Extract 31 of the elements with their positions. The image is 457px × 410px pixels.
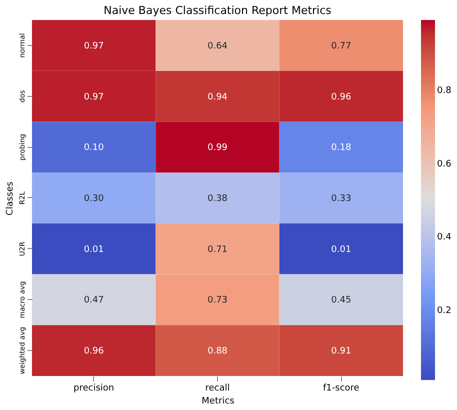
chart-title: Naive Bayes Classification Report Metrics — [104, 4, 332, 17]
data-label: 0.30 — [84, 194, 104, 204]
data-label: 0.88 — [207, 346, 228, 357]
data-label: 0.96 — [331, 92, 352, 102]
data-label: 0.99 — [207, 143, 228, 154]
y-axis-title: Classes — [6, 181, 16, 216]
data-label: 0.64 — [207, 41, 228, 52]
data-label: 0.77 — [331, 41, 352, 52]
data-label: 0.97 — [84, 41, 104, 52]
data-label: 0.91 — [331, 346, 352, 357]
x-axis-title: Metrics — [202, 396, 235, 406]
color-bar-label: 0.8 — [437, 86, 452, 96]
color-bar-label: 0.2 — [437, 306, 452, 316]
data-label: 0.71 — [207, 244, 228, 255]
data-label: 0.33 — [331, 194, 352, 204]
data-label: 0.96 — [84, 346, 104, 357]
data-label: 0.01 — [84, 244, 104, 255]
color-bar-label: 0.4 — [437, 232, 452, 243]
data-label: 0.18 — [331, 143, 352, 154]
x-tick-label: f1-score — [323, 384, 360, 394]
data-label: 0.97 — [84, 92, 104, 102]
data-label: 0.45 — [331, 296, 352, 306]
color-bar-label: 0.6 — [437, 159, 452, 170]
data-label: 0.38 — [207, 194, 228, 204]
data-label: 0.94 — [207, 92, 228, 102]
data-label: 0.73 — [207, 296, 228, 306]
x-tick-label: recall — [205, 384, 230, 394]
x-tick-label: precision — [74, 384, 114, 394]
data-label: 0.47 — [84, 296, 104, 306]
data-label: 0.01 — [331, 244, 352, 255]
data-label: 0.10 — [84, 143, 104, 154]
